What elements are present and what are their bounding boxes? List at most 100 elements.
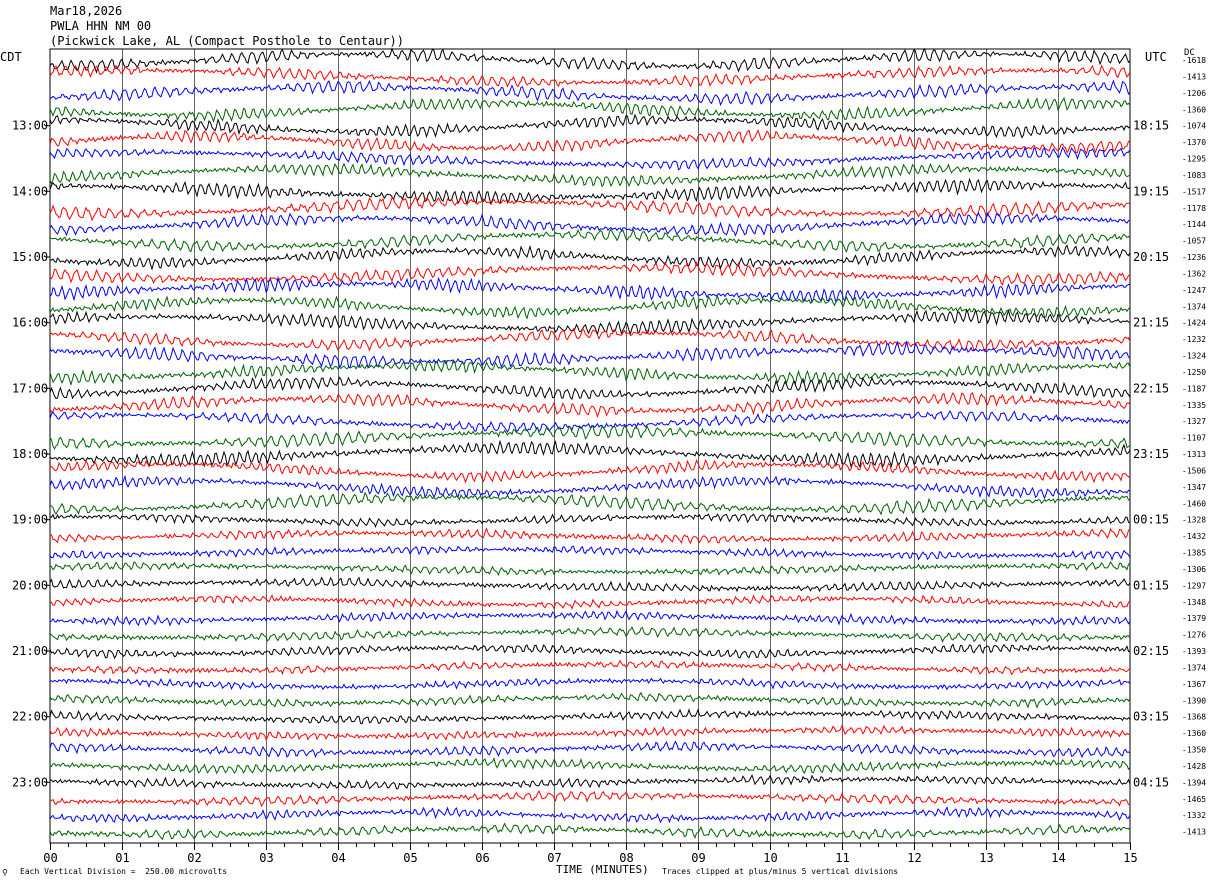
dc-offset-label: -1368	[1182, 713, 1206, 722]
dc-offset-label: -1057	[1182, 237, 1206, 246]
dc-offset-label: -1374	[1182, 663, 1206, 672]
right-hour-label: 18:15	[1133, 119, 1169, 133]
left-hour-label: 13:00	[12, 119, 48, 133]
seismic-trace	[49, 129, 1131, 155]
dc-offset-label: -1362	[1182, 269, 1206, 278]
x-tick-label: 14	[1051, 851, 1065, 865]
x-tick-label: 12	[907, 851, 921, 865]
dc-offset-label: -1367	[1182, 680, 1206, 689]
seismic-trace	[49, 64, 1131, 88]
dc-offset-label: -1144	[1182, 220, 1206, 229]
seismic-trace	[49, 790, 1131, 808]
dc-offset-label: -1465	[1182, 795, 1206, 804]
dc-offset-label: -1413	[1182, 72, 1206, 81]
dc-offset-label: -1328	[1182, 516, 1206, 525]
seismic-trace	[49, 439, 1131, 469]
dc-offset-label: -1083	[1182, 171, 1206, 180]
x-tick-label: 11	[835, 851, 849, 865]
x-tick-label: 07	[547, 851, 561, 865]
dc-offset-label: -1379	[1182, 614, 1206, 623]
header-location: (Pickwick Lake, AL (Compact Posthole to …	[50, 34, 405, 48]
seismic-trace	[49, 146, 1131, 171]
dc-offset-label: -1413	[1182, 828, 1206, 837]
left-hour-label: 15:00	[12, 250, 48, 264]
left-hour-label: 21:00	[12, 644, 48, 658]
seismic-trace	[49, 424, 1131, 450]
seismic-trace	[49, 527, 1131, 545]
x-tick-label: 02	[187, 851, 201, 865]
x-tick-label: 00	[43, 851, 57, 865]
dc-offset-label: -1187	[1182, 384, 1206, 393]
dc-offset-label: -1247	[1182, 286, 1206, 295]
seismic-trace	[49, 294, 1131, 320]
seismic-trace	[49, 724, 1131, 741]
right-hour-label: 19:15	[1133, 184, 1169, 198]
seismic-trace	[49, 228, 1131, 253]
x-tick-label: 10	[763, 851, 777, 865]
dc-offset-label: -1178	[1182, 204, 1206, 213]
dc-offset-header: DC	[1184, 48, 1195, 58]
left-hour-label: 23:00	[12, 775, 48, 789]
seismic-trace	[49, 261, 1131, 287]
scale-note-icon: ⚲	[2, 868, 8, 877]
dc-offset-label: -1348	[1182, 598, 1206, 607]
dc-offset-label: -1350	[1182, 746, 1206, 755]
left-hour-label: 17:00	[12, 381, 48, 395]
seismic-trace	[49, 545, 1131, 562]
dc-offset-label: -1394	[1182, 778, 1206, 787]
x-tick-label: 15	[1123, 851, 1137, 865]
left-hour-label: 22:00	[12, 710, 48, 724]
seismic-trace	[49, 47, 1131, 74]
seismic-trace	[49, 308, 1131, 336]
seismic-trace	[49, 275, 1131, 304]
seismic-trace	[49, 113, 1131, 139]
seismic-trace	[49, 708, 1131, 725]
dc-offset-label: -1324	[1182, 352, 1206, 361]
x-tick-label: 01	[115, 851, 129, 865]
dc-offset-label: -1313	[1182, 450, 1206, 459]
left-hour-label: 16:00	[12, 316, 48, 330]
right-hour-label: 01:15	[1133, 578, 1169, 592]
seismic-trace	[49, 339, 1131, 370]
seismic-trace	[49, 659, 1131, 676]
clip-note: Traces clipped at plus/minus 5 vertical …	[662, 867, 899, 876]
seismic-trace	[49, 358, 1131, 387]
time-axis	[45, 125, 1131, 850]
dc-offset-label: -1232	[1182, 335, 1206, 344]
seismic-trace	[49, 560, 1131, 577]
dc-offset-label: -1335	[1182, 401, 1206, 410]
dc-offset-label: -1360	[1182, 729, 1206, 738]
right-hour-label: 00:15	[1133, 513, 1169, 527]
seismic-trace	[49, 643, 1131, 660]
dc-offset-label: -1327	[1182, 417, 1206, 426]
seismic-trace	[49, 196, 1131, 222]
dc-offset-label: -1428	[1182, 762, 1206, 771]
seismic-trace	[49, 677, 1131, 691]
right-hour-label: 04:15	[1133, 775, 1169, 789]
dc-offset-label: -1306	[1182, 565, 1206, 574]
seismic-trace	[49, 773, 1131, 790]
right-hour-label: 22:15	[1133, 381, 1169, 395]
seismic-trace	[49, 822, 1131, 841]
right-hour-label: 02:15	[1133, 644, 1169, 658]
dc-offset-label: -1460	[1182, 499, 1206, 508]
right-hour-label: 03:15	[1133, 710, 1169, 724]
seismic-trace	[49, 740, 1131, 759]
dc-offset-label: -1385	[1182, 549, 1206, 558]
seismic-trace	[49, 244, 1131, 271]
dc-offset-label: -1393	[1182, 647, 1206, 656]
seismic-trace	[49, 757, 1131, 775]
seismic-trace	[49, 79, 1131, 107]
left-hour-label: 20:00	[12, 578, 48, 592]
seismic-trace	[49, 376, 1131, 401]
dc-offset-label: -1107	[1182, 434, 1206, 443]
dc-offset-label: -1432	[1182, 532, 1206, 541]
x-axis-title: TIME (MINUTES)	[556, 863, 649, 876]
scale-note: Each Vertical Division = 250.00 microvol…	[20, 867, 228, 876]
x-tick-label: 08	[619, 851, 633, 865]
time-labels: -1618 -1413 -1206 -1360 -1074 -1370 -1295 -1083…	[12, 56, 1206, 865]
seismic-trace	[49, 806, 1131, 824]
dc-offset-label: -1506	[1182, 466, 1206, 475]
dc-offset-label: -1360	[1182, 105, 1206, 114]
